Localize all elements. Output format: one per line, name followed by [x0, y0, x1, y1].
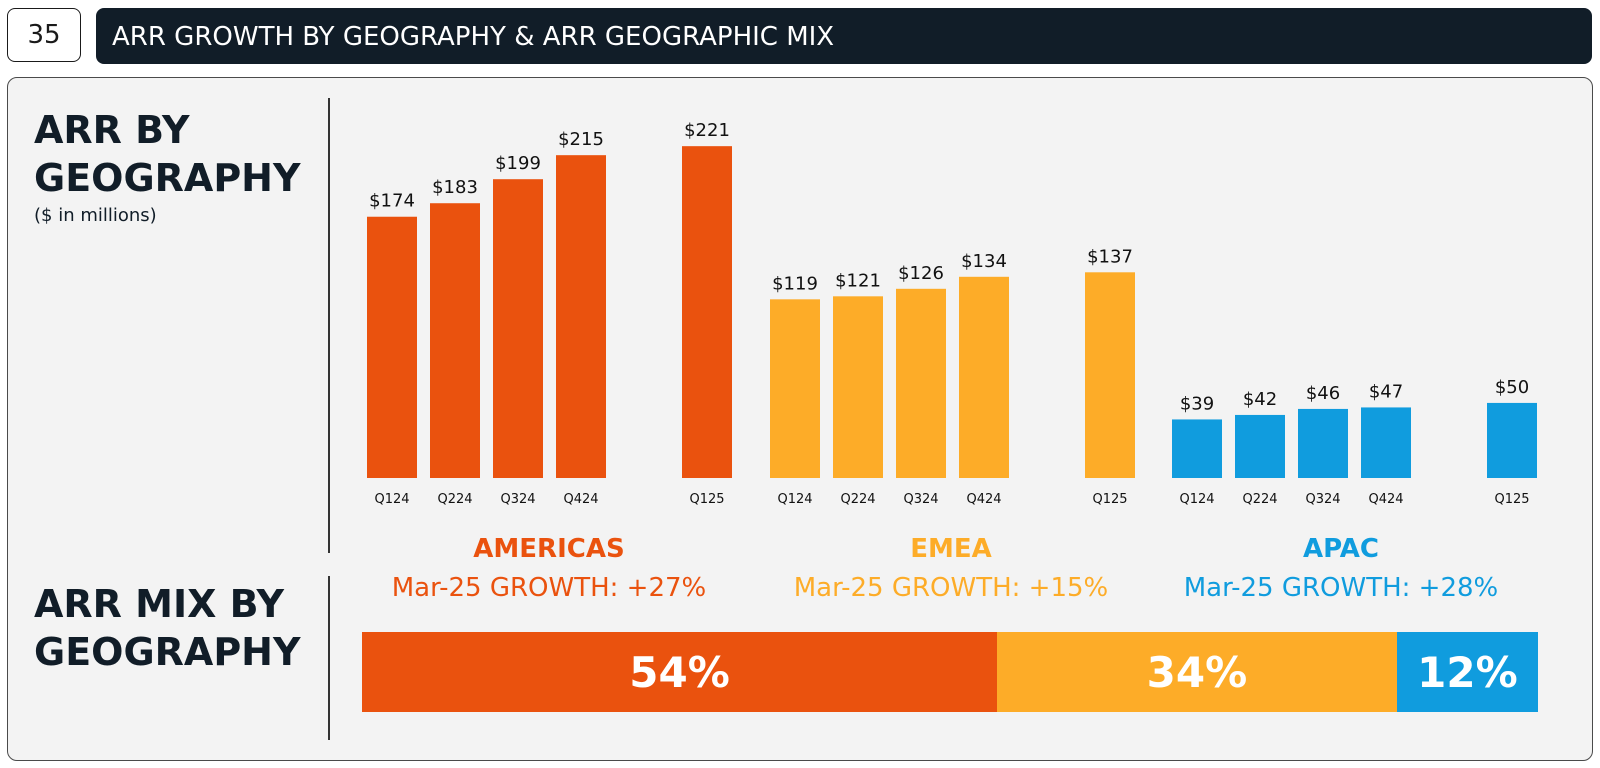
bar-emea-q125 [1085, 272, 1135, 478]
bar-apac-q124 [1172, 419, 1222, 478]
value-label: $221 [684, 120, 730, 141]
slide-title: ARR GROWTH BY GEOGRAPHY & ARR GEOGRAPHIC… [96, 8, 1592, 64]
mix-segment-emea: 34% [997, 632, 1397, 712]
region-name-americas: AMERICAS [473, 534, 625, 564]
value-label: $39 [1180, 393, 1214, 414]
bar-apac-q324 [1298, 408, 1348, 478]
value-label: $215 [558, 129, 604, 150]
region-name-apac: APAC [1303, 534, 1379, 564]
value-label: $50 [1495, 377, 1529, 398]
arr-mix-title: ARR MIX BY GEOGRAPHY [34, 582, 301, 674]
value-label: $174 [369, 191, 415, 212]
bar-emea-q224 [833, 296, 883, 478]
value-label: $137 [1087, 246, 1133, 267]
x-tick-label: Q125 [1092, 492, 1127, 507]
x-tick-label: Q424 [966, 492, 1001, 507]
mix-segment-americas: 54% [362, 632, 998, 712]
value-label: $199 [495, 153, 541, 174]
x-tick-label: Q224 [840, 492, 875, 507]
arr-by-geography-subtitle: ($ in millions) [34, 205, 157, 226]
region-growth-americas: Mar-25 GROWTH: +27% [391, 573, 707, 603]
bar-americas-q224 [430, 203, 480, 478]
x-tick-label: Q124 [374, 492, 409, 507]
value-label: $119 [772, 273, 818, 294]
x-tick-label: Q125 [689, 492, 724, 507]
x-tick-label: Q324 [500, 492, 535, 507]
value-label: $42 [1243, 389, 1277, 410]
value-label: $47 [1369, 381, 1403, 402]
bar-apac-q125 [1487, 402, 1537, 478]
x-tick-label: Q424 [1368, 492, 1403, 507]
region-growth-apac: Mar-25 GROWTH: +28% [1183, 573, 1499, 603]
bar-emea-q324 [896, 288, 946, 478]
value-label: $183 [432, 177, 478, 198]
bar-americas-q124 [367, 216, 417, 478]
bar-emea-q424 [959, 276, 1009, 478]
value-label: $46 [1306, 383, 1340, 404]
region-name-emea: EMEA [910, 534, 992, 564]
value-label: $126 [898, 263, 944, 284]
mix-segment-apac: 12% [1396, 632, 1538, 712]
x-tick-label: Q224 [437, 492, 472, 507]
divider-bottom [328, 576, 330, 740]
divider-top [328, 98, 330, 553]
bar-americas-q125 [682, 146, 732, 478]
value-label: $134 [961, 251, 1007, 272]
x-tick-label: Q324 [903, 492, 938, 507]
region-growth-emea: Mar-25 GROWTH: +15% [793, 573, 1109, 603]
bar-apac-q224 [1235, 414, 1285, 478]
arr-by-geography-title: ARR BY GEOGRAPHY [34, 108, 301, 200]
x-tick-label: Q224 [1242, 492, 1277, 507]
arr-mix-bar: 54% 34% 12% [362, 632, 1538, 712]
x-tick-label: Q324 [1305, 492, 1340, 507]
x-tick-label: Q424 [563, 492, 598, 507]
x-tick-label: Q124 [777, 492, 812, 507]
bar-americas-q424 [556, 155, 606, 479]
bar-apac-q424 [1361, 407, 1411, 478]
x-tick-label: Q125 [1494, 492, 1529, 507]
x-tick-label: Q124 [1179, 492, 1214, 507]
bar-emea-q124 [770, 299, 820, 478]
bar-americas-q324 [493, 179, 543, 478]
page-number: 35 [7, 8, 81, 62]
value-label: $121 [835, 270, 881, 291]
